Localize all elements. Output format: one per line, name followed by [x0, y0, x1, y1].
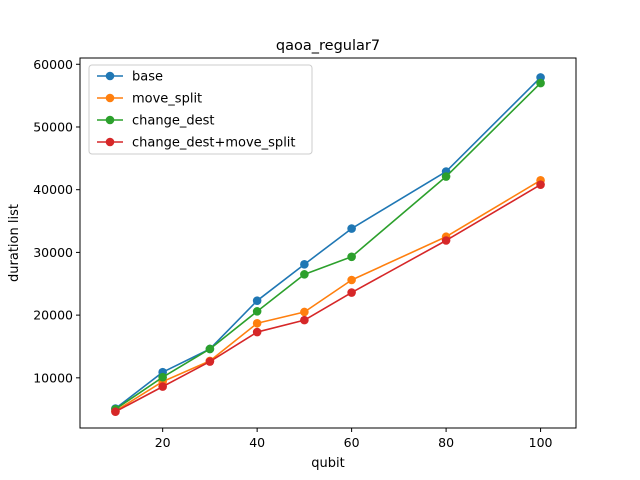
data-point [347, 275, 356, 285]
y-tick-label: 20000 [33, 308, 73, 323]
legend-item: base [97, 70, 163, 85]
plot-frame [79, 57, 577, 429]
series-line [114, 76, 542, 410]
x-axis-label: qubit [311, 456, 344, 471]
data-point [300, 307, 309, 317]
legend-label: change_dest+move_split [132, 136, 296, 151]
axes-ticks: 20 40 60 80 100 10000 20000 30000 40000 50000 6000… [33, 57, 552, 450]
legend-label: base [132, 70, 163, 85]
data-point [252, 296, 262, 305]
legend: base move_split change_dest change_dest+mov… [88, 64, 313, 155]
data-point [252, 318, 262, 328]
legend-label: change_dest [132, 114, 214, 129]
x-tick-label: 20 [155, 435, 171, 450]
data-point [536, 78, 545, 88]
legend-item: change_dest+move_split [97, 136, 296, 151]
data-point [252, 327, 262, 337]
legend-marker [105, 93, 115, 103]
data-point [347, 224, 356, 233]
data-point [252, 307, 262, 316]
data-point [300, 315, 309, 325]
data-point [205, 357, 215, 366]
y-tick-label: 50000 [33, 119, 73, 134]
x-tick-label: 60 [344, 435, 360, 450]
data-point [347, 288, 356, 297]
data-point [158, 382, 167, 391]
plot-area [111, 73, 545, 416]
legend-label: move_split [132, 92, 202, 107]
data-point [300, 260, 309, 269]
legend-marker [105, 115, 115, 125]
data-point [111, 407, 120, 416]
legend-marker [105, 137, 115, 147]
y-tick-label: 60000 [33, 57, 73, 72]
y-axis-label: duration list [7, 204, 22, 282]
data-point [441, 236, 451, 245]
y-tick-label: 10000 [33, 370, 73, 385]
y-tick-label: 30000 [33, 245, 73, 260]
series-change_dest+move_split [111, 180, 545, 416]
legend-box [88, 64, 313, 155]
x-tick-label: 40 [249, 435, 265, 450]
y-tick-label: 40000 [33, 182, 73, 197]
data-point [300, 270, 309, 279]
series-line [115, 183, 541, 413]
data-point [441, 172, 451, 181]
legend-item: change_dest [97, 114, 214, 129]
series-change_dest [111, 78, 545, 414]
data-point [536, 180, 545, 189]
x-tick-label: 80 [438, 435, 454, 450]
x-tick-label: 100 [529, 435, 553, 450]
series-line [115, 179, 541, 412]
legend-item: move_split [97, 92, 202, 107]
data-point [347, 252, 356, 262]
legend-marker [105, 71, 115, 81]
chart-title: qaoa_regular7 [276, 38, 380, 54]
data-point [158, 372, 167, 382]
series-line [114, 82, 542, 410]
data-point [205, 344, 215, 354]
